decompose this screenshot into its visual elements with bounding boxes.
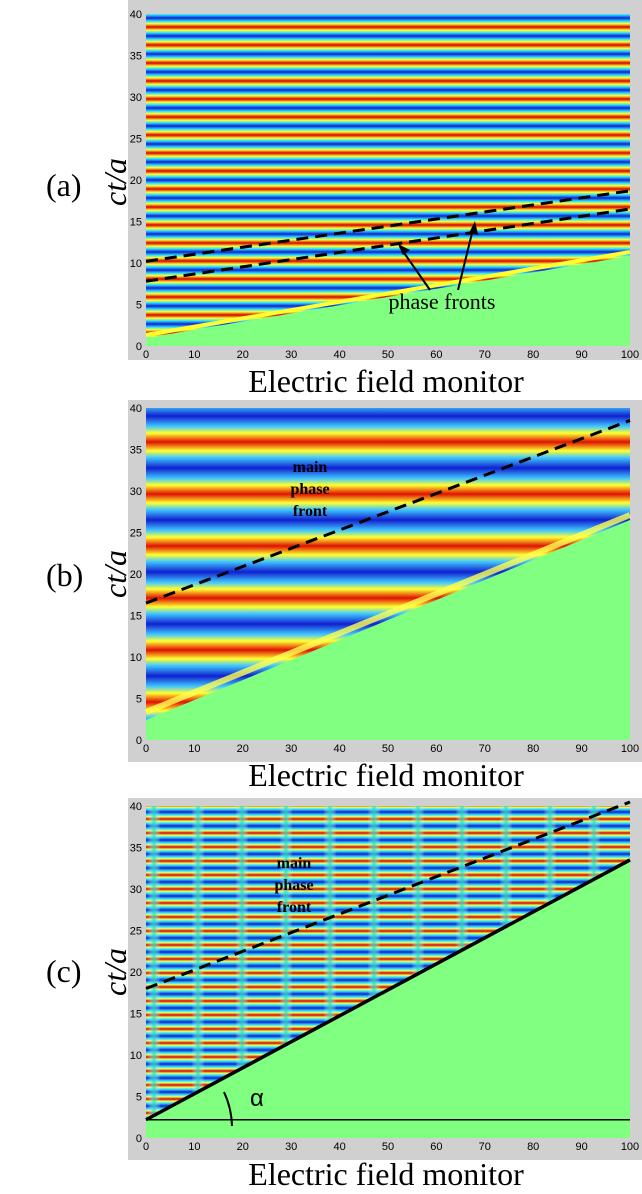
panel-a-annotation-arrow-1 (399, 246, 431, 291)
panel-a-y-tick-label: 20 (130, 175, 142, 187)
panel-a-x-tick-label: 90 (575, 349, 587, 361)
panel-c-x-tick-label: 100 (621, 1141, 639, 1153)
panel-c-label: (c) (46, 953, 82, 989)
panel-b-x-tick-label: 100 (621, 743, 639, 755)
panel-c-y-tick-label: 15 (130, 1009, 142, 1021)
panel-c-x-tick-label: 60 (430, 1141, 442, 1153)
panel-b-x-tick-label: 50 (382, 743, 394, 755)
panel-a-x-tick-label: 70 (479, 349, 491, 361)
panel-a-y-tick-label: 5 (136, 300, 142, 312)
panel-a-x-axis-title: Electric field monitor (248, 363, 524, 399)
panel-c-annotation-line-1: main (277, 855, 312, 872)
panel-a-x-tick-label: 10 (188, 349, 200, 361)
panel-a-annotation: phase fronts (389, 289, 496, 314)
panel-c-x-tick-label: 10 (188, 1141, 200, 1153)
panel-c-line-1 (145, 800, 631, 990)
panel-a-y-tick-label: 10 (130, 258, 142, 270)
panel-b: 0 10 20 30 40 50 60 70 80 90 100 0 5 10 15 20 25 30 35 40 (… (46, 400, 642, 793)
panel-b-x-tick-label: 30 (285, 743, 297, 755)
panel-a-y-tick-label: 25 (130, 134, 142, 146)
panel-c-plot (146, 806, 630, 1138)
panel-c-y-tick-label: 25 (130, 926, 142, 938)
panel-a-x-tick-label: 80 (527, 349, 539, 361)
panel-c-x-tick-label: 80 (527, 1141, 539, 1153)
panel-b-annotation-line-3: front (293, 503, 328, 520)
panel-c-column-modulation (146, 806, 630, 1120)
panel-a-x-tick-label: 50 (382, 349, 394, 361)
panel-c-angle-arc (223, 1091, 233, 1127)
panel-a-label: (a) (46, 167, 82, 203)
panel-a-y-tick-label: 15 (130, 217, 142, 229)
panel-c-y-tick-label: 40 (130, 801, 142, 813)
panel-b-y-tick-label: 5 (136, 694, 142, 706)
panel-b-y-tick-label: 40 (130, 403, 142, 415)
panel-b-x-tick-label: 40 (333, 743, 345, 755)
panel-b-x-tick-label: 80 (527, 743, 539, 755)
panel-a-x-tick-label: 60 (430, 349, 442, 361)
panel-b-y-tick-label: 15 (130, 611, 142, 623)
panel-a-annotation-arrowhead-1 (398, 244, 410, 255)
panel-c-x-tick-label: 90 (575, 1141, 587, 1153)
panel-c-annotation-line-3: front (277, 899, 312, 916)
panel-a-field-region (146, 14, 630, 338)
panel-b-x-tick-label: 90 (575, 743, 587, 755)
panel-a-annotation-arrowhead-2 (469, 221, 478, 235)
panel-c-annotation-line-2: phase (274, 877, 313, 894)
panel-a-line-2 (145, 207, 631, 283)
panel-a-y-tick-label: 30 (130, 92, 142, 104)
panel-a-y-axis-title: ct/a (97, 158, 133, 206)
panel-b-y-axis-title: ct/a (97, 550, 133, 598)
panel-b-leading-front (144, 512, 632, 715)
panel-b-y-tick-label: 10 (130, 652, 142, 664)
panel-b-y-tick-label: 30 (130, 486, 142, 498)
panel-a-annotation-arrow-2 (457, 224, 475, 291)
panel-c-y-tick-label: 5 (136, 1092, 142, 1104)
panel-c-x-axis-title: Electric field monitor (248, 1156, 524, 1192)
panel-c-x-tick-label: 20 (237, 1141, 249, 1153)
panel-b-y-tick-label: 0 (136, 735, 142, 747)
panel-c-y-tick-label: 10 (130, 1050, 142, 1062)
panel-a-leading-front (145, 250, 631, 337)
panel-a-line-1 (145, 189, 631, 263)
panel-a-x-tick-label: 0 (143, 349, 149, 361)
panel-b-x-tick-label: 20 (237, 743, 249, 755)
panel-b-x-tick-label: 60 (430, 743, 442, 755)
panel-b-label: (b) (46, 557, 83, 593)
panel-b-line-1 (145, 419, 631, 605)
panel-c-y-axis-title: ct/a (97, 948, 133, 996)
panel-c-y-tick-label: 30 (130, 884, 142, 896)
panel-b-x-tick-label: 10 (188, 743, 200, 755)
panel-b-x-axis-title: Electric field monitor (248, 757, 524, 793)
panel-c-x-tick-label: 70 (479, 1141, 491, 1153)
panel-b-y-tick-label: 35 (130, 445, 142, 457)
panel-b-annotation-line-2: phase (290, 481, 329, 498)
panel-c-y-tick-label: 35 (130, 843, 142, 855)
panel-c-angle-label: α (250, 1085, 264, 1112)
panel-a-x-tick-label: 100 (621, 349, 639, 361)
panel-c-x-tick-label: 30 (285, 1141, 297, 1153)
panel-a-x-tick-label: 20 (237, 349, 249, 361)
panel-b-field-region (146, 408, 630, 720)
panel-b-x-tick-label: 70 (479, 743, 491, 755)
panel-a-x-tick-label: 40 (333, 349, 345, 361)
panel-a-y-tick-label: 35 (130, 51, 142, 63)
panel-a-plot (145, 14, 631, 346)
panel-b-x-tick-label: 0 (143, 743, 149, 755)
panel-c-y-tick-label: 0 (136, 1133, 142, 1145)
panel-a-y-tick-label: 40 (130, 9, 142, 21)
panel-c: 0 10 20 30 40 50 60 70 80 90 100 0 5 10 15 20 25 30 35 40 (… (46, 798, 642, 1192)
panel-c-x-tick-label: 40 (333, 1141, 345, 1153)
panel-c-x-tick-label: 0 (143, 1141, 149, 1153)
panel-b-annotation-line-1: main (293, 459, 328, 476)
panel-b-y-tick-label: 20 (130, 569, 142, 581)
panel-c-x-tick-label: 50 (382, 1141, 394, 1153)
panel-c-y-tick-label: 20 (130, 967, 142, 979)
panel-b-plot (144, 408, 632, 740)
panel-c-line-2 (145, 858, 631, 1122)
panel-b-y-tick-label: 25 (130, 528, 142, 540)
panel-a-x-tick-label: 30 (285, 349, 297, 361)
panel-a-y-tick-label: 0 (136, 341, 142, 353)
panel-a: 0 10 20 30 40 50 60 70 80 90 100 0 5 10 15 20 25 30 35 40 (… (46, 0, 642, 399)
